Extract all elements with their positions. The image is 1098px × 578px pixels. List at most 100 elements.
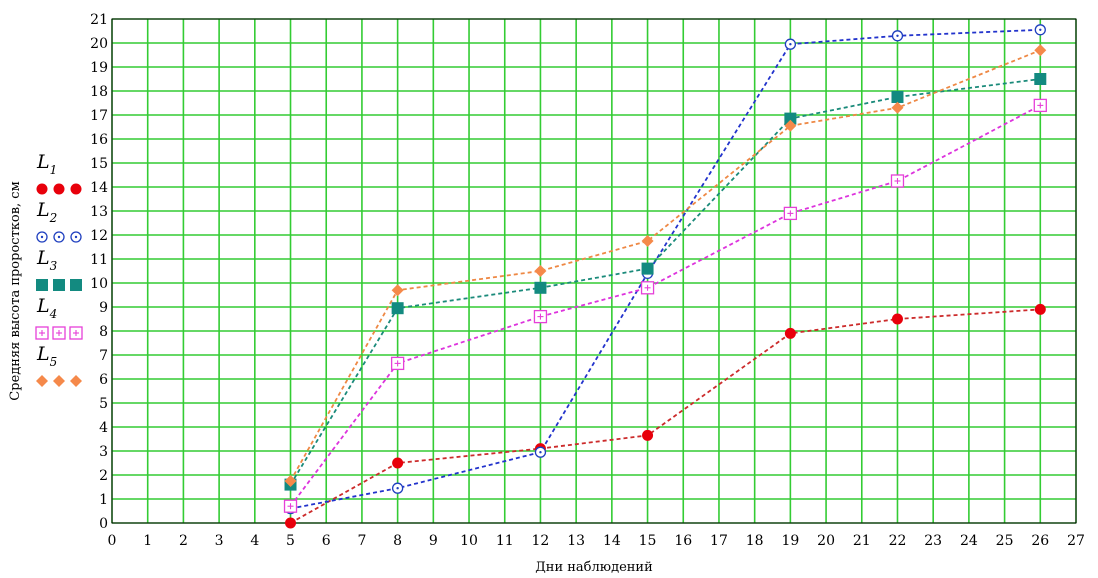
- legend-item: L5: [36, 343, 82, 387]
- marker-dot: [642, 429, 654, 441]
- x-tick-label: 24: [960, 533, 978, 549]
- marker-dot: [36, 183, 48, 195]
- y-axis-title: Средняя высота проростков, см: [8, 181, 23, 400]
- grid: [111, 18, 1077, 524]
- legend-label-subscript: 4: [49, 307, 58, 321]
- data-point-marker: [53, 183, 65, 195]
- data-point-marker: [35, 326, 49, 340]
- y-tick-label: 11: [90, 252, 108, 268]
- data-point-marker: [53, 231, 65, 243]
- data-point-marker: [891, 313, 903, 325]
- data-point-marker: [392, 457, 404, 469]
- marker-square: [534, 281, 547, 294]
- data-point-marker: [641, 262, 654, 275]
- marker-square: [391, 302, 404, 315]
- data-point-marker: [891, 101, 904, 114]
- marker-square: [70, 279, 82, 291]
- x-tick-label: 9: [429, 533, 438, 549]
- data-point-marker: [36, 279, 48, 291]
- x-tick-label: 18: [746, 533, 764, 549]
- marker-dot: [53, 183, 65, 195]
- data-point-marker: [70, 183, 82, 195]
- data-point-marker: [53, 375, 65, 387]
- marker-diamond: [641, 235, 654, 247]
- marker-dot: [392, 457, 404, 469]
- x-tick-label: 8: [393, 533, 402, 549]
- legend-label-subscript: 5: [50, 355, 58, 369]
- data-point-marker: [36, 375, 48, 387]
- data-point-marker: [1033, 98, 1047, 113]
- x-tick-label: 12: [532, 533, 550, 549]
- data-point-marker: [391, 302, 404, 315]
- y-tick-label: 12: [90, 228, 108, 244]
- y-tick-label: 21: [90, 12, 108, 28]
- data-point-marker: [641, 235, 654, 247]
- legend-label-subscript: 2: [49, 211, 58, 225]
- data-point-marker: [69, 326, 83, 340]
- marker-center: [74, 235, 78, 239]
- x-tick-label: 16: [674, 533, 692, 549]
- data-point-marker: [36, 183, 48, 195]
- data-point-marker: [53, 279, 65, 291]
- data-point-marker: [70, 375, 82, 387]
- marker-center: [396, 487, 399, 490]
- marker-center: [40, 235, 44, 239]
- marker-diamond: [391, 284, 404, 297]
- marker-square: [53, 279, 65, 291]
- x-tick-label: 14: [603, 533, 621, 549]
- marker-center: [539, 451, 542, 454]
- x-tick-label: 6: [322, 533, 331, 549]
- marker-square: [641, 262, 654, 275]
- data-point-marker: [533, 309, 548, 324]
- marker-diamond: [534, 265, 547, 277]
- legend-item: L4: [35, 295, 83, 340]
- marker-diamond: [36, 375, 48, 387]
- marker-diamond: [891, 101, 904, 114]
- x-tick-label: 25: [996, 533, 1014, 549]
- x-tick-label: 0: [108, 533, 117, 549]
- marker-dot: [285, 517, 297, 529]
- x-tick-label: 3: [215, 533, 224, 549]
- data-point-marker: [890, 174, 905, 188]
- marker-dot: [891, 313, 903, 325]
- x-tick-label: 1: [143, 533, 152, 549]
- marker-square: [36, 279, 48, 291]
- marker-diamond: [284, 475, 297, 487]
- data-point-marker: [534, 281, 547, 294]
- data-point-marker: [640, 281, 655, 295]
- marker-diamond: [53, 375, 65, 387]
- data-point-marker: [390, 356, 405, 371]
- data-point-marker: [36, 231, 48, 243]
- y-tick-label: 6: [99, 372, 108, 388]
- marker-center: [896, 34, 899, 37]
- data-point-marker: [891, 91, 904, 103]
- x-tick-label: 22: [889, 533, 907, 549]
- data-point-marker: [534, 446, 547, 458]
- y-tick-label: 0: [99, 516, 108, 532]
- y-tick-label: 16: [90, 132, 108, 148]
- data-point-marker: [534, 265, 547, 277]
- data-point-marker: [285, 517, 297, 529]
- x-axis-ticks: 0 1 2 3 4 5 6 7 8 9 10 11 12 13 14 15 16 17 18 19 20 21 22 23 24…: [108, 533, 1085, 549]
- data-point-marker: [784, 327, 796, 339]
- data-point-marker: [70, 279, 82, 291]
- y-tick-label: 17: [90, 108, 108, 124]
- data-point-marker: [891, 30, 904, 42]
- y-tick-label: 2: [99, 468, 108, 484]
- x-tick-label: 21: [853, 533, 871, 549]
- legend-label-subscript: 3: [50, 259, 58, 273]
- marker-square: [1034, 73, 1047, 85]
- legend-item: L2: [36, 199, 82, 243]
- x-tick-label: 7: [357, 533, 366, 549]
- marker-center: [57, 235, 61, 239]
- data-point-marker: [70, 231, 82, 243]
- y-tick-label: 7: [99, 348, 108, 364]
- data-point-marker: [391, 482, 404, 494]
- y-tick-label: 19: [90, 60, 108, 76]
- x-tick-label: 26: [1031, 533, 1049, 549]
- marker-diamond: [70, 375, 82, 387]
- plot-frame: [111, 18, 1077, 524]
- x-tick-label: 2: [179, 533, 188, 549]
